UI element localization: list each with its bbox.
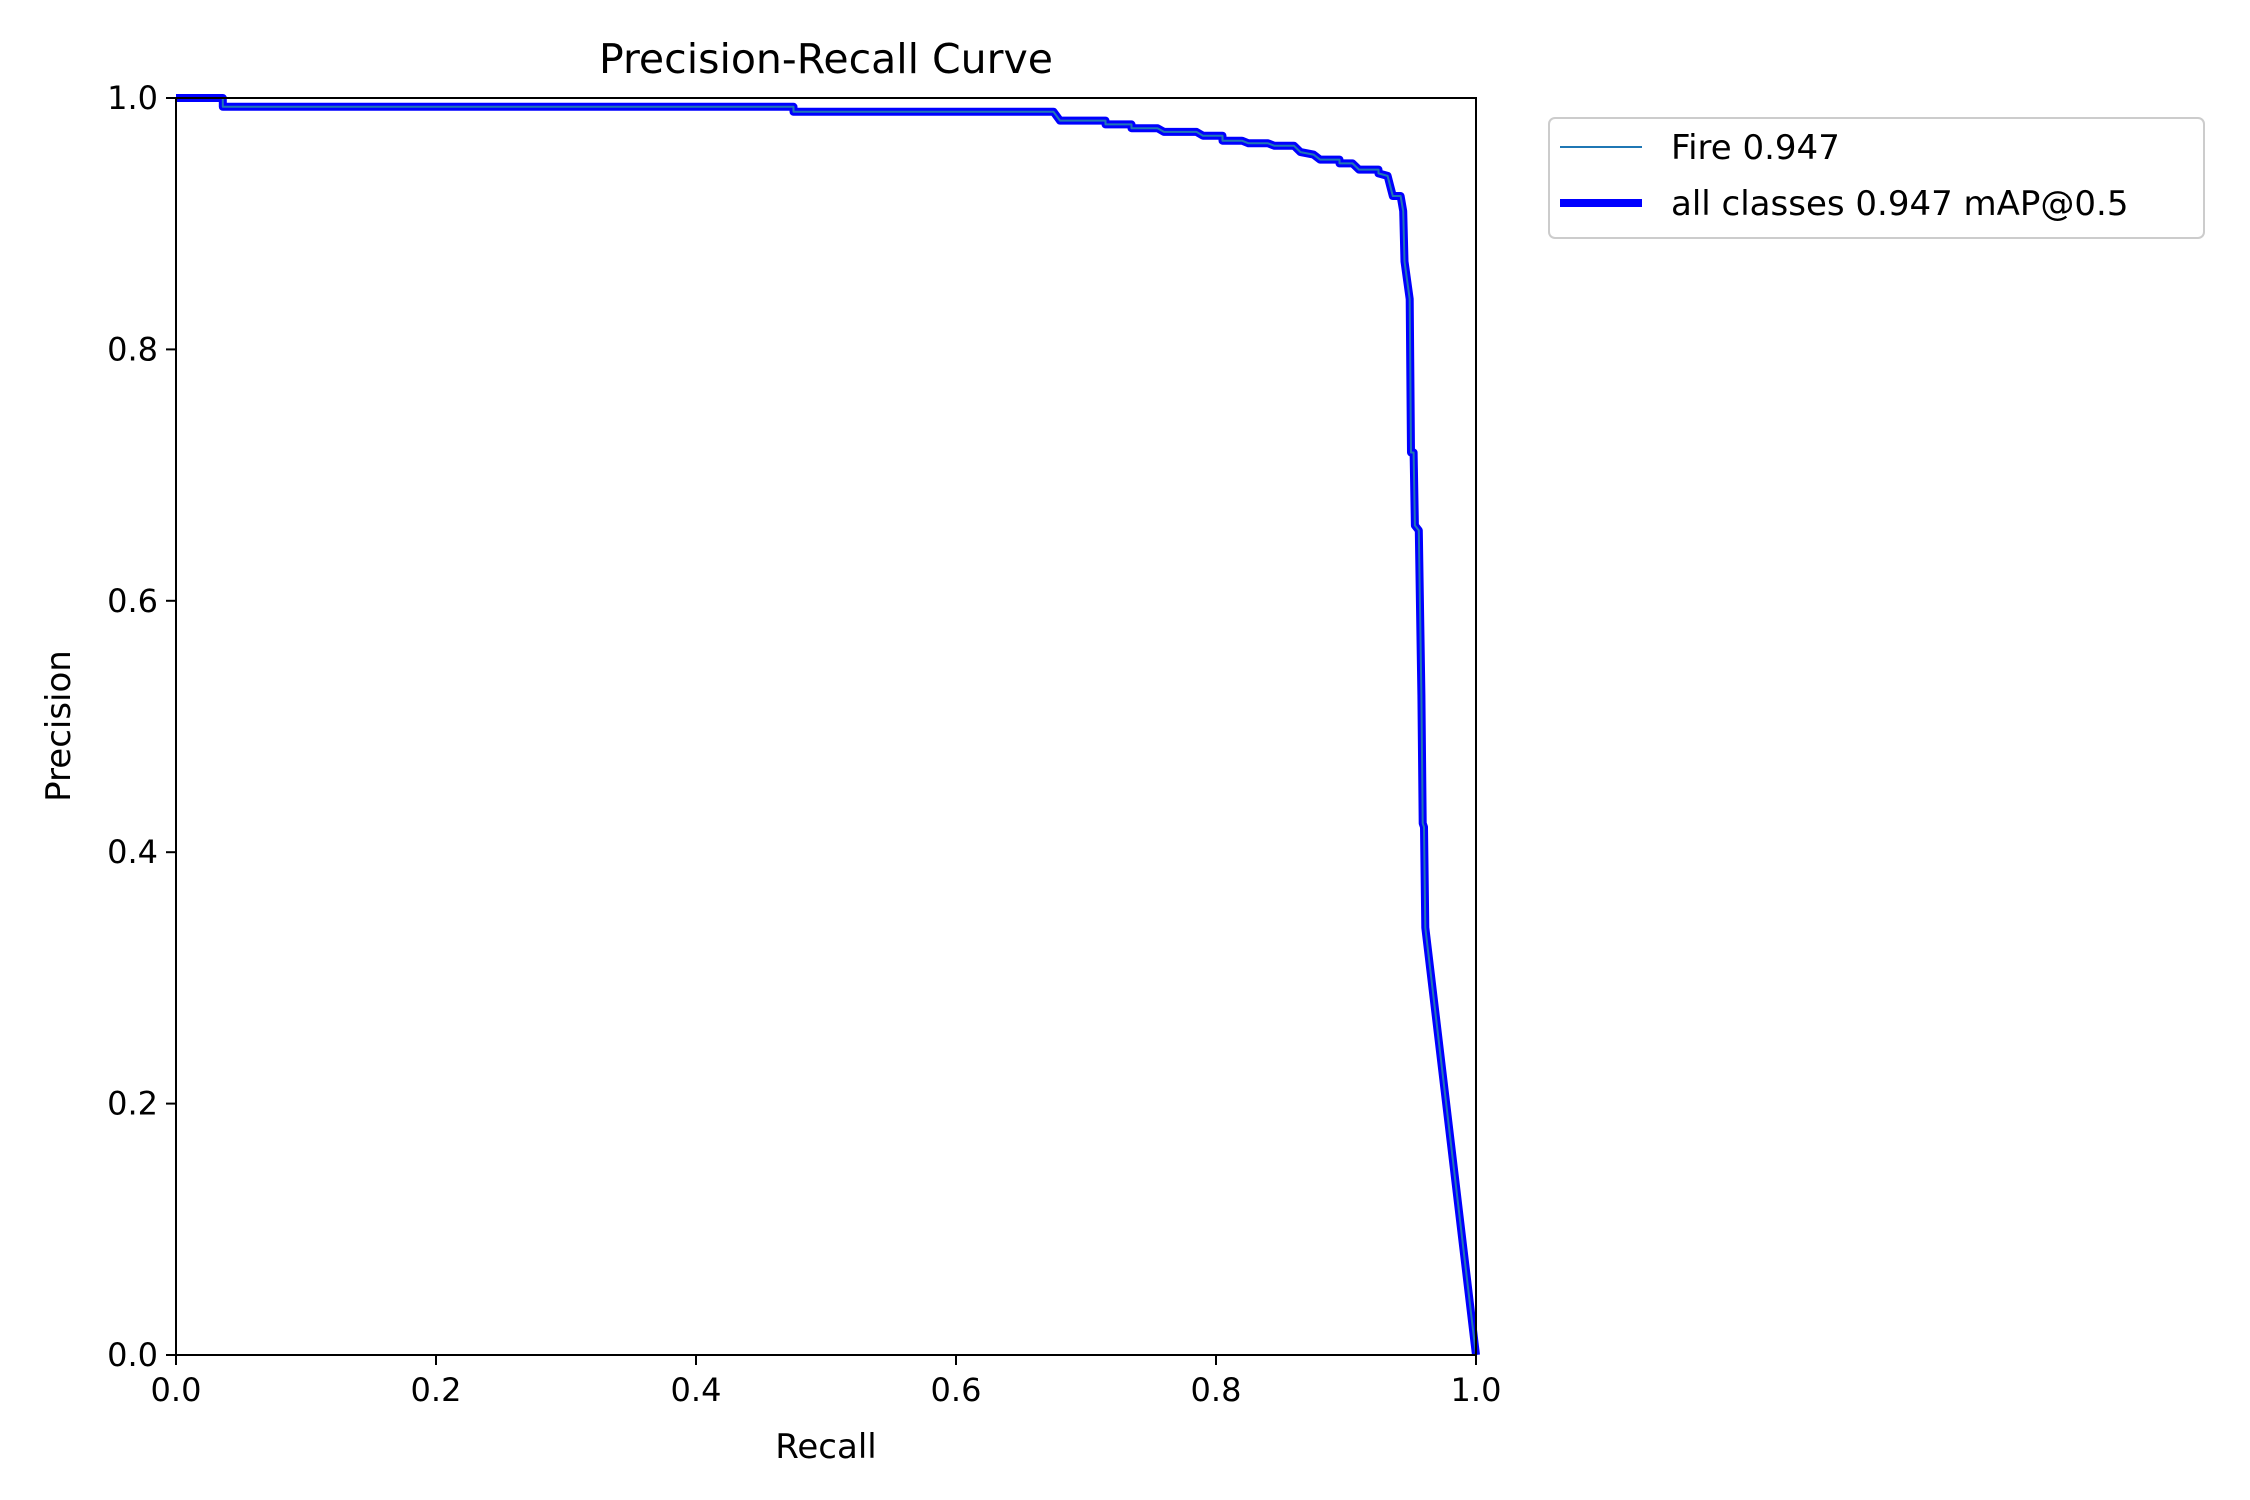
x-axis-label: Recall <box>775 1427 876 1467</box>
x-tick-label: 0.2 <box>411 1371 462 1409</box>
x-tick-label: 0.6 <box>931 1371 982 1409</box>
y-tick-label: 0.4 <box>107 833 158 871</box>
plot-area <box>176 94 1480 1356</box>
x-tick-label: 0.4 <box>671 1371 722 1409</box>
plot-frame <box>175 97 1477 1356</box>
x-tick-label: 0.0 <box>151 1371 202 1409</box>
legend-box <box>1548 117 2205 239</box>
x-tick-label: 0.8 <box>1191 1371 1242 1409</box>
legend-label-all-classes: all classes 0.947 mAP@0.5 <box>1671 184 2128 224</box>
x-tick-label: 1.0 <box>1451 1371 1502 1409</box>
series-line-fire <box>176 97 1477 1356</box>
y-tick-label: 0.6 <box>107 582 158 620</box>
y-tick-label: 1.0 <box>107 79 158 117</box>
y-axis: 0.0 0.2 0.4 0.6 0.8 1.0 <box>107 79 176 1374</box>
y-tick-label: 0.2 <box>107 1085 158 1123</box>
legend-label-fire: Fire 0.947 <box>1671 128 1840 168</box>
y-tick-label: 0.0 <box>107 1336 158 1374</box>
x-axis: 0.0 0.2 0.4 0.6 0.8 1.0 <box>151 1355 1502 1409</box>
chart-title: Precision-Recall Curve <box>599 35 1053 83</box>
legend: Fire 0.947 all classes 0.947 mAP@0.5 <box>1548 117 2205 239</box>
y-axis-label: Precision <box>39 650 79 802</box>
y-tick-label: 0.8 <box>107 330 158 368</box>
